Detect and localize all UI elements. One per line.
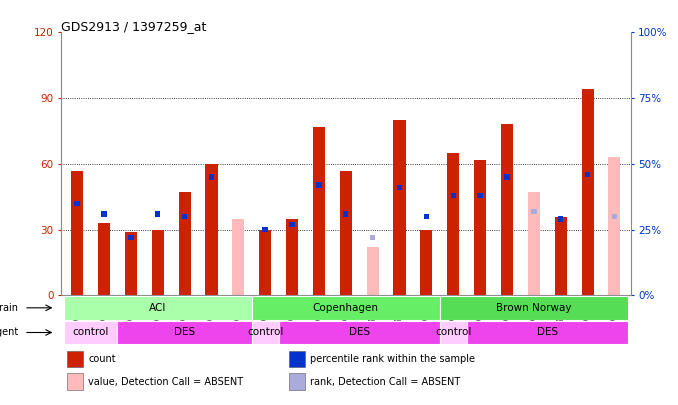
Bar <box>585 172 591 177</box>
Bar <box>558 216 563 222</box>
Bar <box>582 90 594 296</box>
Bar <box>209 175 214 180</box>
Text: ACI: ACI <box>149 303 166 313</box>
Bar <box>531 209 536 214</box>
Bar <box>440 296 628 320</box>
Bar <box>424 214 429 220</box>
Bar <box>289 373 305 390</box>
Bar <box>262 227 268 232</box>
Text: DES: DES <box>348 328 370 337</box>
Bar <box>125 232 137 296</box>
Text: percentile rank within the sample: percentile rank within the sample <box>311 354 475 364</box>
Bar <box>233 219 244 296</box>
Bar <box>101 211 106 217</box>
Text: control: control <box>73 328 108 337</box>
Bar <box>466 321 628 344</box>
Bar <box>612 214 617 220</box>
Bar <box>286 219 298 296</box>
Bar <box>205 164 218 296</box>
Bar <box>128 235 134 240</box>
Bar <box>420 230 433 296</box>
Bar <box>313 127 325 296</box>
Text: control: control <box>247 328 283 337</box>
Text: DES: DES <box>537 328 558 337</box>
Bar <box>527 192 540 296</box>
Bar <box>367 247 379 296</box>
Bar <box>477 193 483 198</box>
Bar <box>316 182 321 188</box>
Bar <box>66 351 83 367</box>
Bar <box>64 321 117 344</box>
Text: value, Detection Call = ABSENT: value, Detection Call = ABSENT <box>88 377 243 387</box>
Bar <box>608 158 620 296</box>
Text: rank, Detection Call = ABSENT: rank, Detection Call = ABSENT <box>311 377 461 387</box>
Text: count: count <box>88 354 116 364</box>
Bar <box>75 200 80 206</box>
Bar <box>152 230 164 296</box>
Text: DES: DES <box>174 328 195 337</box>
Bar <box>555 217 567 296</box>
Bar <box>259 230 271 296</box>
Text: Copenhagen: Copenhagen <box>313 303 379 313</box>
Bar <box>393 120 405 296</box>
Bar <box>343 211 348 217</box>
Bar <box>397 185 402 190</box>
Bar <box>370 235 376 240</box>
Bar <box>447 153 459 296</box>
Bar <box>71 171 83 296</box>
Bar <box>117 321 252 344</box>
Bar <box>252 296 440 320</box>
Bar <box>279 321 440 344</box>
Text: strain: strain <box>0 303 18 313</box>
Text: GDS2913 / 1397259_at: GDS2913 / 1397259_at <box>61 20 206 33</box>
Bar <box>504 175 510 180</box>
Bar <box>182 214 187 220</box>
Bar <box>290 222 295 227</box>
Bar <box>474 160 486 296</box>
Bar <box>501 124 513 296</box>
Text: agent: agent <box>0 328 18 337</box>
Bar <box>450 193 456 198</box>
Bar <box>440 321 466 344</box>
Bar <box>64 296 252 320</box>
Text: Brown Norway: Brown Norway <box>496 303 572 313</box>
Bar <box>289 351 305 367</box>
Bar <box>252 321 279 344</box>
Bar <box>66 373 83 390</box>
Bar <box>98 223 110 296</box>
Bar <box>178 192 191 296</box>
Bar <box>155 211 161 217</box>
Text: control: control <box>435 328 471 337</box>
Bar <box>340 171 352 296</box>
